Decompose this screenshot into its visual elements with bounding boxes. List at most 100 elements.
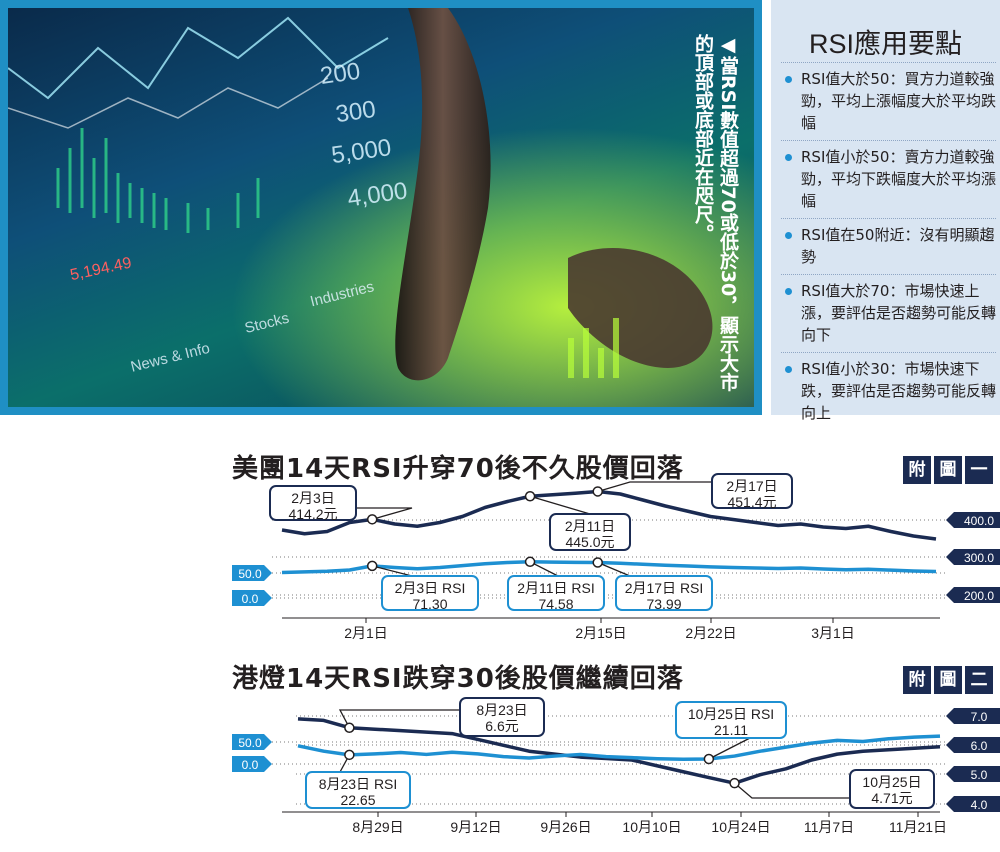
annotation-label: 8月23日 bbox=[476, 702, 527, 718]
annotation-label: 2月3日 RSI bbox=[395, 580, 466, 596]
x-axis-tick-label: 11月7日 bbox=[804, 819, 854, 835]
annotation-label: 2月17日 bbox=[726, 478, 777, 494]
rsi-series-line bbox=[297, 734, 941, 762]
annotation-box bbox=[711, 473, 793, 509]
x-axis-tick-label: 2月1日 bbox=[344, 625, 388, 641]
svg-text:300: 300 bbox=[334, 96, 377, 128]
annotation-box bbox=[381, 575, 479, 611]
annotation-marker bbox=[524, 491, 536, 502]
annotation-label: 414.2元 bbox=[288, 506, 337, 522]
rsi-key-points-title: RSI應用要點 bbox=[808, 29, 962, 59]
annotation-label: 2月11日 RSI bbox=[517, 580, 595, 596]
annotation-label: 451.4元 bbox=[727, 494, 776, 510]
price-axis-tag bbox=[946, 549, 1000, 565]
chart1-meituan-rsi: 400.0 300.0 200.0 50.0 0.0 2月1日 2月15日 2月22日 3月1日… bbox=[232, 473, 1000, 641]
annotation-label: 4.71元 bbox=[871, 790, 912, 806]
price-axis-tag bbox=[946, 512, 1000, 528]
x-axis-tick-label: 2月15日 bbox=[575, 625, 626, 641]
annotation-label: 73.99 bbox=[646, 596, 681, 612]
annotation-leader bbox=[734, 782, 850, 799]
annotation-box bbox=[459, 697, 545, 737]
price-series-line bbox=[297, 717, 941, 785]
stock-photo: 200 300 5,000 4,000 5,194.49 News & Info St… bbox=[0, 0, 762, 415]
annotation-label: 2月3日 bbox=[291, 490, 335, 506]
annotation-leader bbox=[372, 565, 413, 577]
annotation-label: 8月23日 RSI bbox=[319, 776, 398, 792]
annotation-label: 71.30 bbox=[412, 596, 447, 612]
x-axis-tick-label: 10月24日 bbox=[711, 819, 770, 835]
x-axis-tick-label: 10月10日 bbox=[622, 819, 681, 835]
chart2-title: 港燈14天RSI跌穿30後股價繼續回落 bbox=[232, 664, 684, 694]
annotation-label: 6.6元 bbox=[485, 718, 518, 734]
annotation-box bbox=[615, 575, 713, 611]
price-axis-tag bbox=[946, 737, 1000, 753]
annotation-label: 10月25日 RSI bbox=[688, 706, 774, 722]
x-axis-tick-label: 2月22日 bbox=[685, 625, 736, 641]
annotation-leader bbox=[338, 709, 460, 729]
price-axis-tag bbox=[946, 708, 1000, 724]
annotation-marker bbox=[592, 557, 603, 568]
annotation-box bbox=[507, 575, 605, 611]
figure2-tag-char: 附 bbox=[903, 666, 931, 694]
x-axis-tick-label: 9月12日 bbox=[450, 819, 501, 835]
figure1-tag-char: 圖 bbox=[934, 456, 962, 484]
rsi-axis-tick-label: 50.0 bbox=[238, 736, 262, 750]
rsi-point-item: RSI值小於50：賣方力道較強勁，平均下跌幅度大於平均漲幅 bbox=[781, 140, 996, 218]
annotation-box bbox=[675, 701, 787, 739]
photo-caption: ◀當RSI數值超過70或低於30，顯示大市的頂部或底部近在咫尺。 bbox=[692, 34, 739, 392]
rsi-point-item: RSI值小於30：市場快速下跌，要評估是否趨勢可能反轉向上 bbox=[781, 352, 996, 430]
price-axis-tag bbox=[946, 587, 1000, 603]
price-series-line bbox=[281, 489, 937, 541]
rsi-point-item: RSI值在50附近：沒有明顯趨勢 bbox=[781, 218, 996, 274]
figure1-tag: 附 圖 一 bbox=[903, 456, 993, 484]
annotation-marker bbox=[729, 777, 740, 789]
annotation-label: 445.0元 bbox=[565, 534, 614, 550]
price-axis-tick-label: 400.0 bbox=[964, 514, 994, 528]
annotation-leader bbox=[529, 495, 591, 515]
annotation-label: 22.65 bbox=[340, 792, 375, 808]
chart2-hk-electric-rsi: 7.0 6.0 5.0 4.0 50.0 0.0 8月29日 9月12日 9月26日 10月10日… bbox=[232, 697, 1000, 835]
stock-photo-image: 200 300 5,000 4,000 5,194.49 News & Info St… bbox=[8, 8, 754, 407]
rsi-point-item: RSI值大於50：買方力道較強勁，平均上漲幅度大於平均跌幅 bbox=[781, 62, 996, 140]
annotation-leader bbox=[597, 561, 631, 577]
price-axis-tick-label: 6.0 bbox=[971, 739, 988, 753]
rsi-axis-tick-label: 50.0 bbox=[238, 567, 262, 581]
annotation-box bbox=[849, 769, 935, 809]
chart1-title: 美團14天RSI升穿70後不久股價回落 bbox=[232, 454, 684, 484]
annotation-leader bbox=[708, 737, 751, 760]
annotation-label: 21.11 bbox=[714, 722, 748, 738]
annotation-marker bbox=[703, 753, 715, 765]
figure1-tag-char: 一 bbox=[965, 456, 993, 484]
price-axis-tick-label: 7.0 bbox=[971, 710, 988, 724]
annotation-marker bbox=[344, 749, 355, 761]
annotation-marker bbox=[366, 514, 378, 525]
figure1-tag-char: 附 bbox=[903, 456, 931, 484]
annotation-marker bbox=[366, 560, 378, 572]
annotation-marker bbox=[344, 722, 355, 733]
price-axis-tick-label: 200.0 bbox=[964, 589, 994, 603]
x-axis-tick-label: 9月26日 bbox=[540, 819, 591, 835]
rsi-axis-tag bbox=[232, 565, 272, 581]
annotation-box bbox=[549, 513, 631, 551]
x-axis-tick-label: 8月29日 bbox=[352, 819, 403, 835]
rsi-key-points-box: RSI應用要點 RSI值大於50：買方力道較強勁，平均上漲幅度大於平均跌幅 RS… bbox=[771, 0, 1000, 422]
annotation-label: 74.58 bbox=[538, 596, 573, 612]
annotation-marker bbox=[592, 486, 603, 497]
annotation-marker bbox=[524, 556, 536, 568]
figure2-tag: 附 圖 二 bbox=[903, 666, 993, 694]
rsi-point-item: RSI值大於70：市場快速上漲，要評估是否趨勢可能反轉向下 bbox=[781, 274, 996, 352]
rsi-axis-tick-label: 0.0 bbox=[242, 592, 259, 606]
figure2-tag-char: 二 bbox=[965, 666, 993, 694]
annotation-leader bbox=[356, 507, 413, 520]
price-axis-tick-label: 300.0 bbox=[964, 551, 994, 565]
rsi-axis-tick-label: 0.0 bbox=[242, 758, 259, 772]
price-axis-tick-label: 5.0 bbox=[971, 768, 988, 782]
price-axis-tag bbox=[946, 766, 1000, 782]
svg-text:200: 200 bbox=[319, 58, 362, 90]
rsi-key-points-list: RSI值大於50：買方力道較強勁，平均上漲幅度大於平均跌幅 RSI值小於50：賣… bbox=[781, 62, 996, 430]
annotation-box bbox=[269, 485, 357, 521]
rsi-axis-tag bbox=[232, 756, 272, 772]
x-axis-tick-label: 11月21日 bbox=[889, 819, 947, 835]
rsi-axis-tag bbox=[232, 734, 272, 750]
